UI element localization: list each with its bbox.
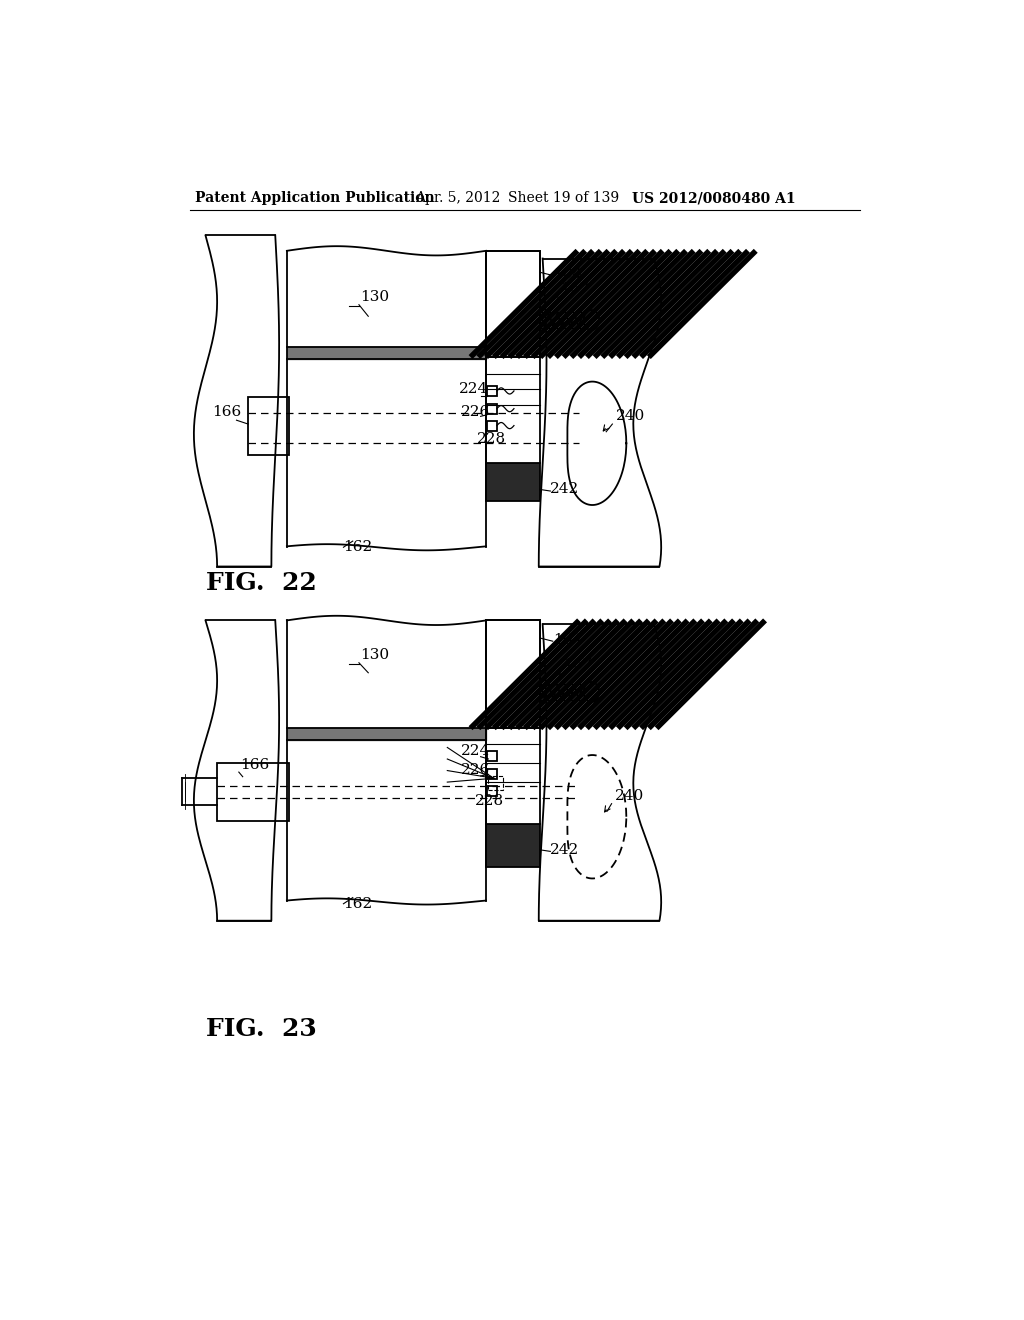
Bar bbox=[486, 620, 541, 729]
Text: FIG.  23: FIG. 23 bbox=[206, 1018, 316, 1041]
Text: 166: 166 bbox=[241, 758, 269, 772]
Text: 224: 224 bbox=[459, 383, 488, 396]
Text: 242: 242 bbox=[550, 842, 580, 857]
Text: 240: 240 bbox=[616, 409, 645, 424]
Bar bbox=[486, 387, 497, 396]
Bar bbox=[486, 751, 497, 762]
Text: US 2012/0080480 A1: US 2012/0080480 A1 bbox=[632, 191, 796, 206]
Bar bbox=[217, 763, 289, 821]
Bar bbox=[486, 421, 497, 430]
Text: 226: 226 bbox=[461, 763, 490, 777]
Bar bbox=[486, 404, 497, 414]
Bar bbox=[486, 251, 541, 358]
Bar bbox=[486, 785, 497, 796]
Text: 224: 224 bbox=[461, 744, 490, 758]
Bar bbox=[248, 397, 289, 455]
Text: 104: 104 bbox=[553, 632, 582, 647]
Text: 242: 242 bbox=[550, 482, 580, 496]
Text: 167: 167 bbox=[563, 657, 593, 672]
Text: 228: 228 bbox=[477, 433, 506, 446]
Bar bbox=[486, 620, 541, 729]
Text: 240: 240 bbox=[614, 789, 644, 803]
Text: 166: 166 bbox=[212, 405, 241, 420]
Bar bbox=[486, 825, 541, 867]
Text: 162: 162 bbox=[343, 896, 373, 911]
Text: Apr. 5, 2012: Apr. 5, 2012 bbox=[415, 191, 500, 206]
Text: 228: 228 bbox=[475, 795, 505, 808]
Text: 104: 104 bbox=[553, 267, 582, 281]
Text: 226: 226 bbox=[461, 405, 490, 420]
Text: 130: 130 bbox=[360, 290, 389, 304]
Bar bbox=[487, 776, 503, 789]
Bar bbox=[486, 251, 541, 358]
Text: Patent Application Publication: Patent Application Publication bbox=[196, 191, 435, 206]
Text: 162: 162 bbox=[343, 540, 373, 554]
Bar bbox=[486, 770, 497, 779]
Bar bbox=[486, 462, 541, 502]
Text: 167: 167 bbox=[560, 282, 590, 296]
Text: FIG.  22: FIG. 22 bbox=[206, 570, 316, 594]
Text: Sheet 19 of 139: Sheet 19 of 139 bbox=[508, 191, 618, 206]
Text: 130: 130 bbox=[360, 648, 389, 661]
